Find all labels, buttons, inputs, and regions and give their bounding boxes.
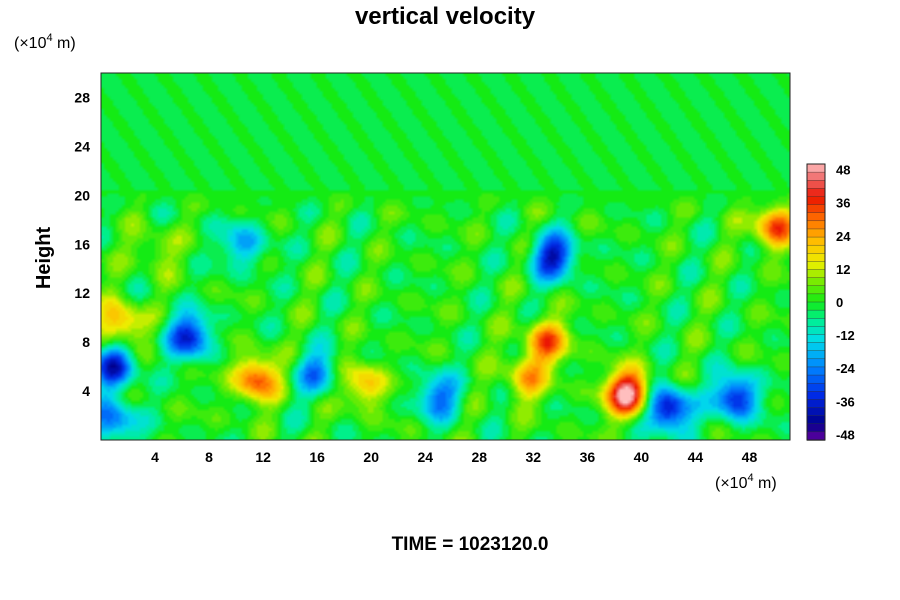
colorbar-tick-label: -48: [836, 427, 855, 442]
x-axis-unit-tail: m): [754, 475, 777, 492]
colorbar-tick-label: -24: [836, 361, 856, 376]
colorbar-band: [806, 309, 826, 319]
colorbar-band: [806, 399, 826, 409]
x-tick-label: 16: [309, 449, 325, 465]
colorbar-band: [806, 407, 826, 417]
colorbar-tick-label: -12: [836, 328, 855, 343]
colorbar-band: [806, 188, 826, 198]
colorbar-tick-label: -36: [836, 394, 855, 409]
colorbar-tick-label: 0: [836, 295, 843, 310]
colorbar-tick-label: 48: [836, 163, 850, 178]
y-tick-label: 4: [82, 383, 90, 399]
y-tick-label: 20: [74, 187, 90, 203]
x-tick-label: 40: [634, 449, 650, 465]
x-axis-unit-base: (×10: [715, 475, 748, 492]
plot-frame: [100, 72, 791, 441]
x-tick-label: 20: [363, 449, 379, 465]
y-axis-label: Height: [33, 227, 55, 290]
colorbar-band: [806, 366, 826, 376]
x-tick-label: 28: [471, 449, 487, 465]
x-tick-label: 32: [526, 449, 542, 465]
y-tick-label: 16: [74, 236, 90, 252]
y-tick-label: 8: [82, 334, 90, 350]
colorbar-band: [806, 293, 826, 303]
colorbar-tick-label: 12: [836, 262, 850, 277]
colorbar-band: [806, 391, 826, 401]
colorbar-band: [806, 423, 826, 433]
colorbar-band: [806, 431, 826, 441]
colorbar-band: [806, 269, 826, 279]
colorbar: [806, 163, 826, 441]
x-tick-label: 48: [742, 449, 758, 465]
colorbar-band: [806, 318, 826, 328]
x-tick-label: 44: [688, 449, 704, 465]
colorbar-band: [806, 212, 826, 222]
colorbar-band: [806, 350, 826, 360]
colorbar-band: [806, 415, 826, 425]
time-label: TIME = 1023120.0: [392, 534, 549, 555]
y-tick-labels: 4 8 12 16 20 24 28: [74, 89, 90, 399]
velocity-field: [101, 73, 790, 440]
x-axis-unit-exponent: 4: [747, 472, 753, 484]
colorbar-band: [806, 220, 826, 230]
colorbar-band: [806, 358, 826, 368]
colorbar-frame: [806, 163, 826, 441]
colorbar-band: [806, 196, 826, 206]
chart-title: vertical velocity: [355, 3, 536, 30]
y-axis-unit-base: (×10: [14, 35, 47, 52]
colorbar-tick-label: 36: [836, 196, 850, 211]
colorbar-band: [806, 334, 826, 344]
colorbar-band: [806, 326, 826, 336]
colorbar-tick-label: 24: [836, 229, 851, 244]
colorbar-band: [806, 374, 826, 384]
colorbar-band: [806, 277, 826, 287]
x-tick-label: 24: [417, 449, 433, 465]
x-tick-label: 12: [255, 449, 271, 465]
y-axis-unit-tail: m): [53, 35, 76, 52]
colorbar-band: [806, 180, 826, 190]
colorbar-band: [806, 228, 826, 238]
colorbar-band: [806, 342, 826, 352]
x-tick-label: 4: [151, 449, 159, 465]
y-tick-label: 28: [74, 89, 90, 105]
colorbar-band: [806, 163, 826, 173]
y-tick-label: 24: [74, 138, 90, 154]
y-axis-unit-exponent: 4: [46, 32, 52, 44]
y-axis-unit: (×104 m): [14, 32, 76, 52]
colorbar-band: [806, 236, 826, 246]
colorbar-band: [806, 244, 826, 254]
colorbar-tick-labels: 48 36 24 12 0 -12 -24 -36 -48: [836, 163, 856, 443]
colorbar-band: [806, 301, 826, 311]
colorbar-band: [806, 261, 826, 271]
y-tick-label: 12: [74, 285, 90, 301]
colorbar-band: [806, 253, 826, 263]
x-axis-unit: (×104 m): [715, 472, 777, 492]
colorbar-band: [806, 204, 826, 214]
colorbar-band: [806, 171, 826, 181]
x-tick-label: 8: [205, 449, 213, 465]
x-tick-labels: 4 8 12 16 20 24 28 32 36 40 44 48: [151, 449, 757, 465]
x-tick-label: 36: [580, 449, 596, 465]
colorbar-band: [806, 382, 826, 392]
colorbar-band: [806, 285, 826, 295]
